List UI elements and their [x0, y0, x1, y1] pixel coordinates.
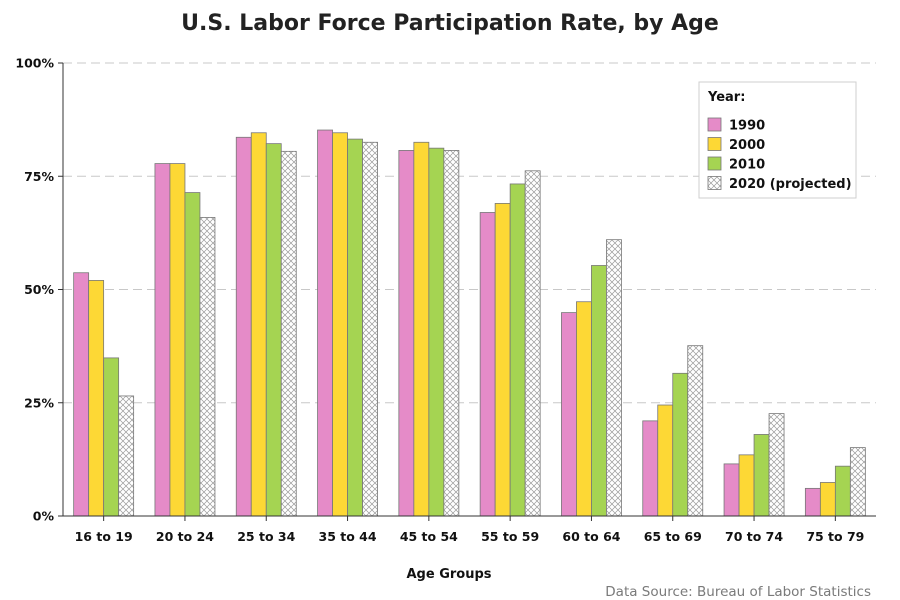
bar-2010-65-to-69 — [672, 372, 689, 517]
x-tick-label: 16 to 19 — [75, 529, 133, 544]
bar-2020-projected-35-to-44 — [362, 141, 378, 517]
x-tick-label: 60 to 64 — [562, 529, 620, 544]
bar-2010-60-to-64 — [591, 265, 607, 517]
y-tick-label: 25% — [24, 395, 54, 410]
bar-1990-20-to-24 — [154, 163, 171, 517]
x-tick-label: 55 to 59 — [481, 529, 539, 544]
bar-2010-25-to-34 — [265, 143, 282, 517]
bar-2010-75-to-79 — [834, 465, 851, 517]
bar-2020-projected-75-to-79 — [849, 447, 866, 517]
bar-2000-60-to-64 — [576, 301, 592, 517]
bar-1990-65-to-69 — [642, 420, 659, 517]
bar-2010-20-to-24 — [184, 192, 201, 517]
bar-2020-projected-65-to-69 — [687, 345, 704, 517]
bar-2000-35-to-44 — [332, 132, 348, 517]
bar-2010-70-to-74 — [753, 434, 770, 517]
x-axis: 16 to 19 20 to 24 25 to 34 35 to 44 45 to 54… — [75, 516, 864, 544]
bar-2010-55-to-59 — [509, 183, 526, 517]
legend-swatch — [707, 117, 722, 132]
bars — [73, 129, 866, 517]
bar-2020-projected-60-to-64 — [606, 239, 622, 517]
x-tick-label: 70 to 74 — [725, 529, 783, 544]
bar-2020-projected-55-to-59 — [524, 170, 541, 517]
legend-title: Year: — [707, 90, 745, 105]
bar-1990-35-to-44 — [317, 129, 333, 517]
bar-1990-60-to-64 — [561, 312, 577, 517]
legend-label: 2020 (projected) — [729, 177, 852, 192]
bar-2000-45-to-54 — [413, 141, 430, 517]
bar-2020-projected-20-to-24 — [199, 217, 216, 517]
legend-box — [698, 81, 857, 199]
bar-2000-20-to-24 — [169, 163, 186, 517]
bar-2000-75-to-79 — [819, 482, 836, 517]
y-axis: 0% 25% 50% 75% 100% — [15, 56, 63, 524]
x-tick-label: 75 to 79 — [806, 529, 864, 544]
legend-label: 2010 — [729, 158, 765, 173]
data-source: Data Source: Bureau of Labor Statistics — [605, 584, 871, 600]
bar-2010-35-to-44 — [347, 138, 363, 517]
bar-2000-16-to-19 — [88, 280, 105, 517]
bar-2000-55-to-59 — [494, 203, 511, 517]
y-tick-label: 100% — [15, 56, 54, 71]
legend-swatch — [707, 156, 722, 171]
y-tick-label: 75% — [24, 169, 54, 184]
bar-1990-16-to-19 — [73, 272, 90, 517]
legend: Year: 1990 2000 2010 2020 (projected) — [698, 81, 857, 199]
bar-2020-projected-45-to-54 — [443, 150, 460, 517]
bar-1990-45-to-54 — [398, 150, 415, 517]
bar-2010-45-to-54 — [428, 147, 445, 517]
chart-title: U.S. Labor Force Participation Rate, by … — [181, 11, 719, 36]
legend-swatch — [707, 137, 722, 151]
legend-label: 1990 — [729, 119, 765, 134]
x-tick-label: 25 to 34 — [237, 529, 295, 544]
bar-2000-25-to-34 — [250, 132, 267, 517]
y-tick-label: 0% — [33, 509, 55, 524]
bar-2000-65-to-69 — [657, 404, 674, 517]
bar-2020-projected-25-to-34 — [280, 150, 297, 517]
bar-1990-70-to-74 — [723, 463, 740, 517]
bar-1990-55-to-59 — [479, 212, 496, 517]
x-tick-label: 65 to 69 — [644, 529, 702, 544]
y-tick-label: 50% — [24, 282, 54, 297]
legend-label: 2000 — [729, 138, 765, 153]
x-tick-label: 35 to 44 — [319, 529, 377, 544]
legend-swatch — [707, 176, 722, 190]
bar-2010-16-to-19 — [103, 357, 120, 517]
bar-2020-projected-70-to-74 — [768, 413, 785, 517]
bar-1990-25-to-34 — [235, 136, 252, 517]
bar-1990-75-to-79 — [804, 487, 821, 517]
x-tick-label: 45 to 54 — [400, 529, 458, 544]
x-tick-label: 20 to 24 — [156, 529, 214, 544]
x-axis-label: Age Groups — [406, 567, 491, 582]
bar-2020-projected-16-to-19 — [118, 395, 135, 517]
bar-2000-70-to-74 — [738, 454, 755, 517]
